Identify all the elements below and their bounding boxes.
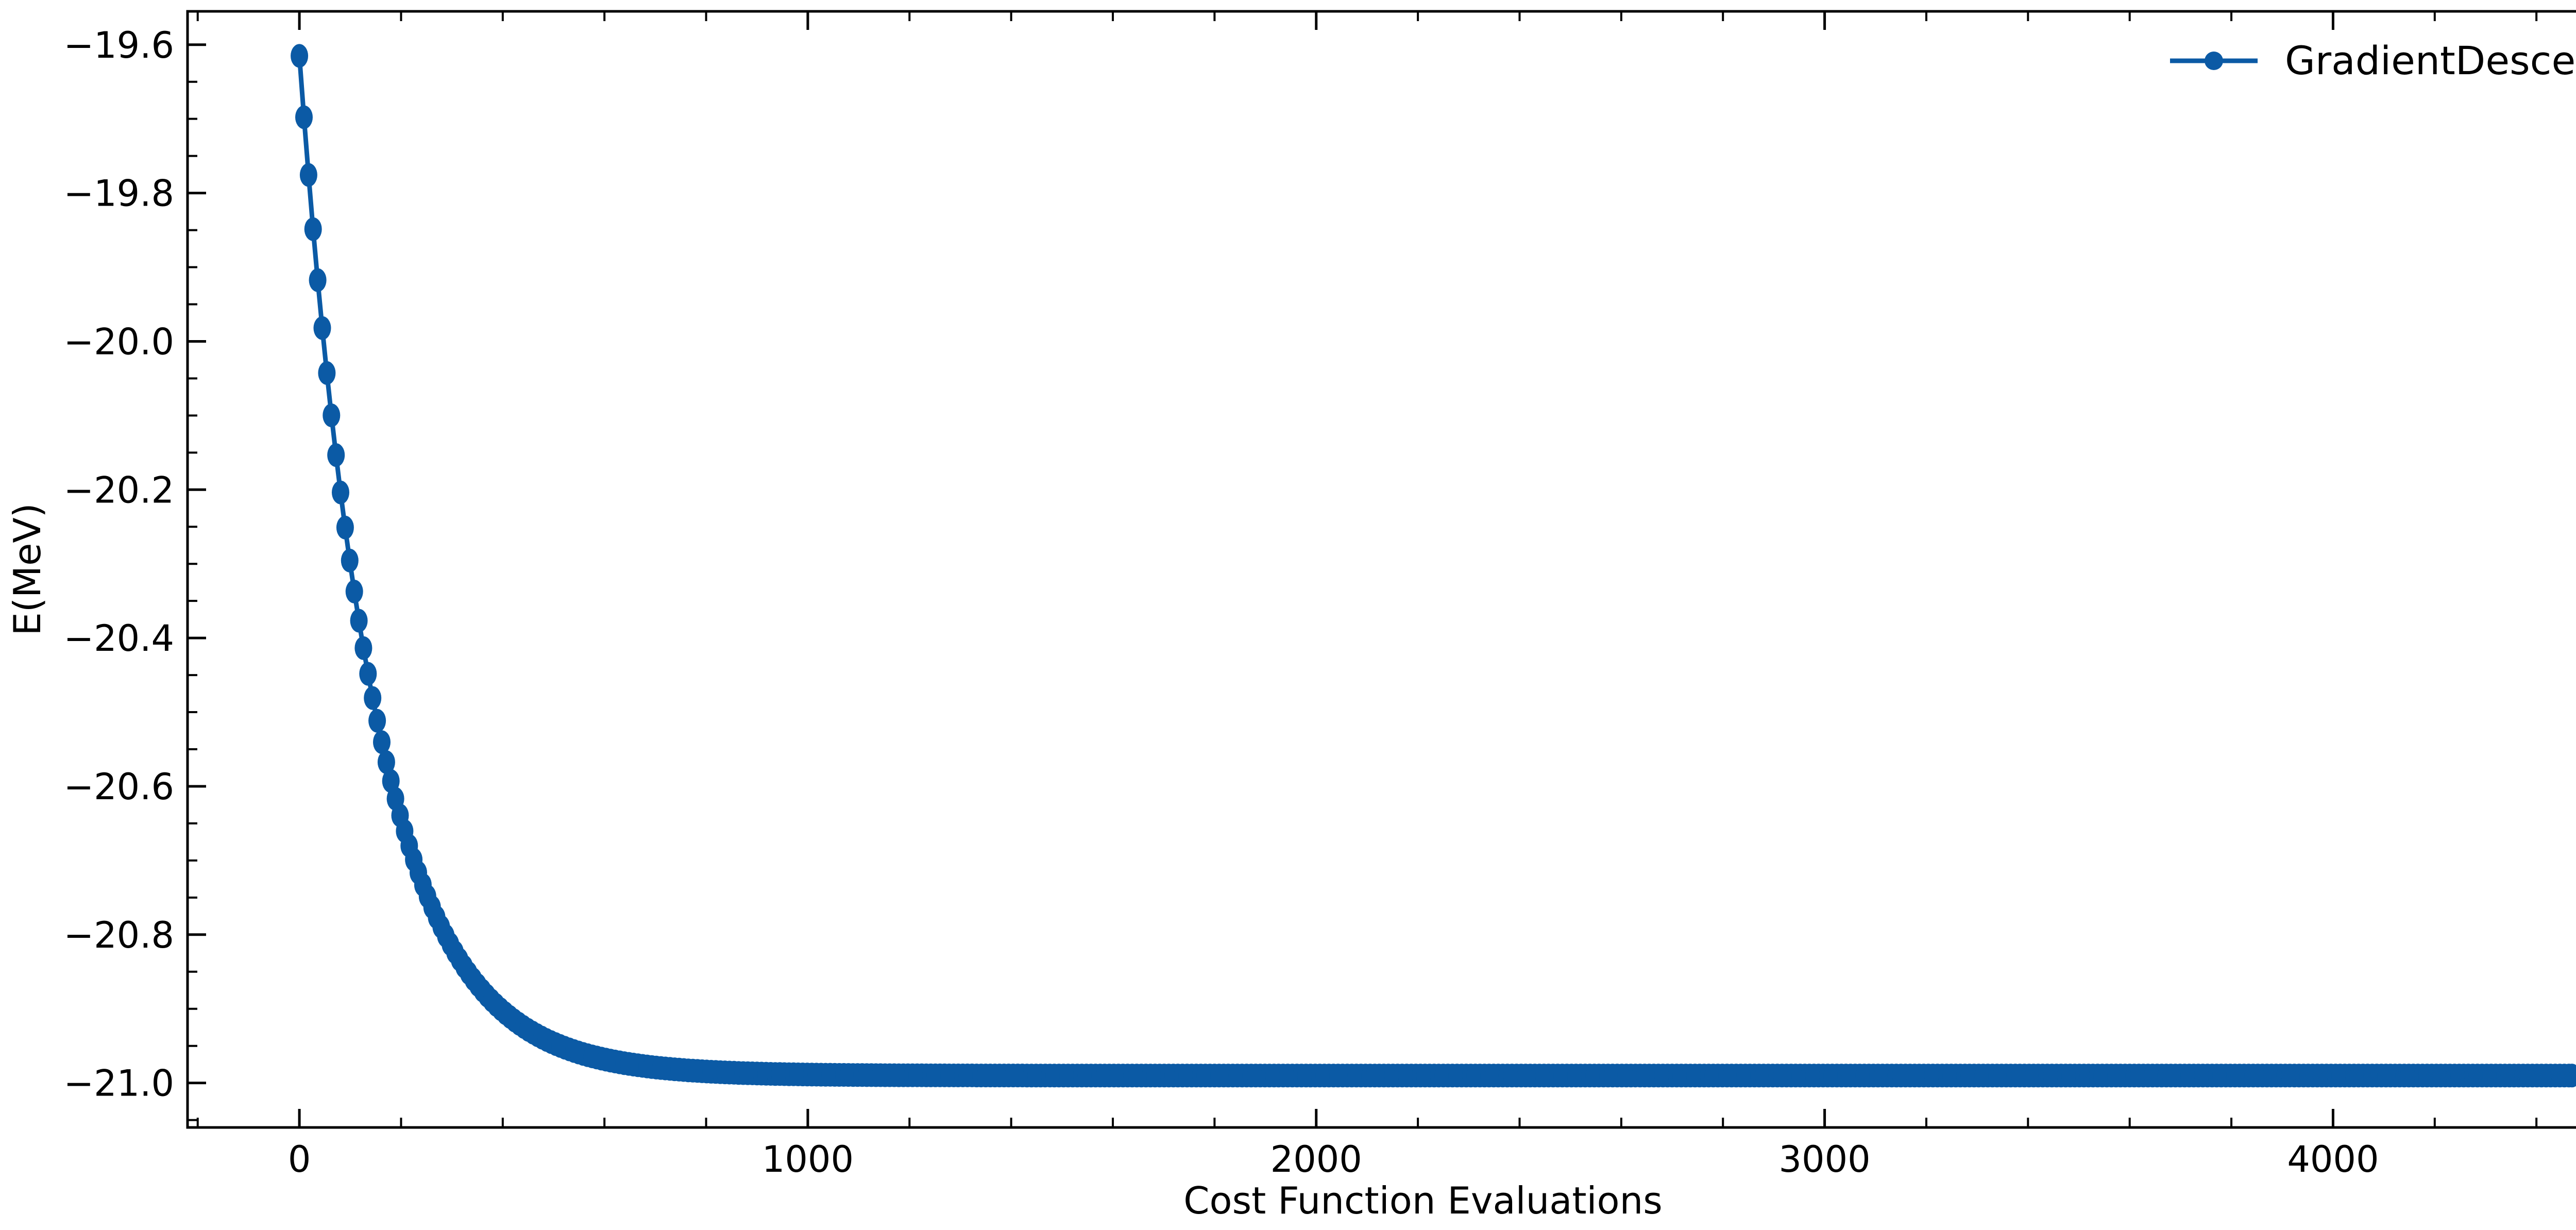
data-point	[345, 580, 363, 603]
data-point	[341, 548, 359, 572]
data-point	[332, 480, 349, 504]
y-axis-label: E(MeV)	[6, 503, 49, 635]
y-tick-label: −19.6	[63, 24, 174, 66]
data-point	[327, 443, 345, 467]
data-point	[350, 609, 368, 633]
y-tick-label: −20.8	[63, 914, 174, 956]
data-point	[354, 636, 372, 660]
x-tick-labels: 0 1000 2000 3000 4000	[288, 1138, 2379, 1181]
data-point	[368, 709, 386, 733]
y-tick-label: −20.4	[63, 617, 174, 660]
series-layer	[291, 44, 2576, 1088]
legend-marker	[2205, 52, 2223, 70]
x-tick-label: 0	[288, 1138, 311, 1181]
x-tick-label: 3000	[1779, 1138, 1871, 1181]
x-tick-label: 4000	[2287, 1138, 2379, 1181]
data-point	[2563, 1064, 2576, 1088]
data-point	[291, 44, 309, 68]
x-tick-label: 2000	[1270, 1138, 1362, 1181]
plot-frame	[186, 10, 2576, 1129]
data-point	[336, 515, 354, 540]
y-tick-label: −20.6	[63, 766, 174, 808]
data-point	[318, 361, 336, 385]
axis-ticks	[188, 11, 2538, 1127]
x-axis-label: Cost Function Evaluations	[1183, 1179, 1663, 1222]
data-point	[309, 268, 327, 292]
y-tick-label: −20.0	[63, 321, 174, 363]
data-point	[359, 662, 377, 686]
data-point	[304, 217, 322, 241]
series-line	[297, 56, 2572, 1078]
legend: GradientDescent	[2170, 38, 2576, 83]
y-tick-label: −20.2	[63, 469, 174, 511]
data-point	[295, 105, 313, 129]
data-point	[299, 163, 317, 187]
x-tick-label: 1000	[762, 1138, 854, 1181]
y-tick-labels: −19.6 −19.8 −20.0 −20.2 −20.4 −20.6 −20.8 −21.0	[63, 24, 174, 1105]
series-markers	[291, 44, 2576, 1088]
y-tick-label: −21.0	[63, 1063, 174, 1105]
data-point	[377, 750, 395, 774]
data-point	[364, 686, 382, 710]
legend-label: GradientDescent	[2285, 38, 2576, 83]
data-point	[373, 730, 391, 754]
data-point	[323, 403, 341, 427]
data-point	[313, 316, 331, 340]
y-tick-label: −19.8	[63, 173, 174, 215]
